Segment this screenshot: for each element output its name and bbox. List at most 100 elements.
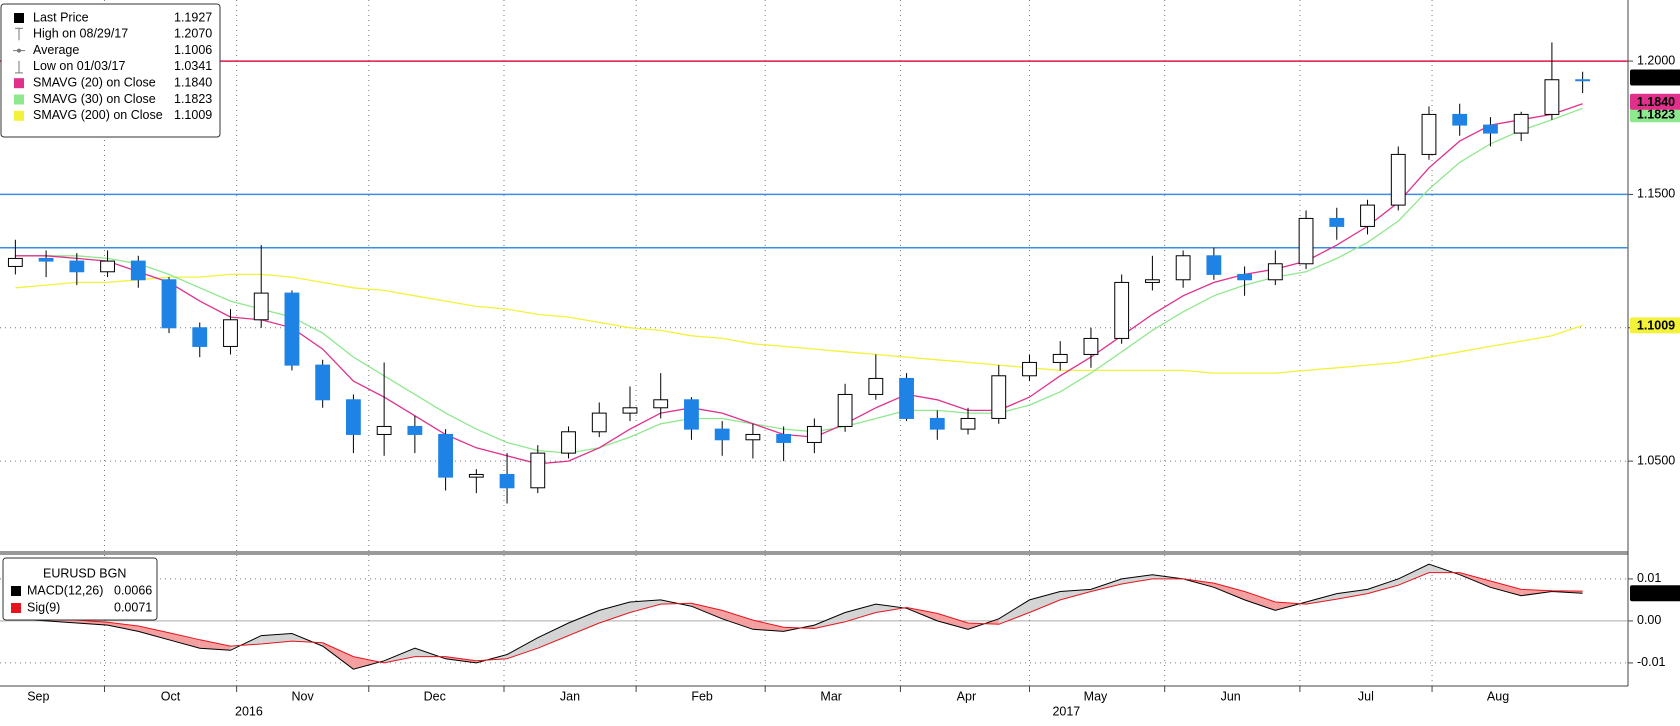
macd-fill [353, 656, 385, 670]
x-tick-label: Mar [820, 689, 842, 703]
candle-body [653, 399, 669, 409]
candle-body [591, 412, 607, 433]
legend-value: 1.1009 [174, 108, 212, 122]
candle-body [714, 428, 730, 441]
y-tick-label: 1.2000 [1637, 53, 1675, 67]
panel-separator [0, 551, 1628, 555]
macd-fill [814, 612, 846, 629]
y-tick-label: 1.0500 [1637, 453, 1675, 467]
candle-body [1452, 113, 1468, 126]
macd-fill [322, 642, 354, 670]
candle-body [438, 433, 454, 478]
macd-fill [937, 613, 969, 630]
legend-label: Last Price [33, 10, 89, 24]
macd-fill [875, 604, 907, 613]
candle-body [1329, 217, 1345, 227]
candle-body [1206, 255, 1222, 275]
candle-body [376, 425, 392, 435]
candle-body [1022, 361, 1037, 377]
macd-fill [1398, 564, 1429, 586]
macd-fill [169, 632, 200, 649]
macd-fill [537, 623, 569, 649]
macd-fill [1490, 581, 1522, 596]
y-tick-label: 0.00 [1637, 613, 1661, 627]
year-label: 2017 [1052, 704, 1080, 718]
candle-body [745, 433, 761, 441]
x-tick-label: Aug [1487, 689, 1509, 703]
macd-fill [1244, 591, 1276, 611]
x-tick-label: Nov [292, 689, 315, 703]
legend-marker [14, 110, 24, 121]
labels: 1.05001.10001.15001.20000.010.00-0.01Sep… [27, 53, 1680, 718]
legend-value: 1.1840 [174, 75, 212, 89]
value-box [1630, 317, 1680, 334]
macd-fill [1029, 591, 1061, 613]
legend-marker [17, 48, 21, 53]
candle-body [1237, 273, 1253, 281]
legend-marker [11, 586, 21, 596]
value-box [1630, 93, 1680, 110]
candle-body [1360, 204, 1375, 227]
candle-body [468, 473, 484, 478]
year-label: 2016 [235, 704, 263, 718]
value-box [1630, 69, 1680, 86]
y-tick-label: 0.01 [1637, 571, 1661, 585]
x-tick-label: Oct [161, 689, 181, 703]
x-tick-label: Jan [560, 689, 580, 703]
legend-marker [14, 94, 24, 105]
macd-fill [568, 610, 600, 636]
legend-title: EURUSD BGN [43, 566, 126, 580]
value-box-label: 1.1927 [1637, 71, 1675, 85]
candle-body [161, 279, 177, 329]
candle-body [991, 375, 1007, 419]
legend-value: 1.1823 [174, 92, 212, 106]
candle-body [806, 425, 822, 443]
candle-body [69, 260, 85, 273]
macd-fill [1090, 578, 1122, 592]
macd-fill [507, 637, 538, 659]
value-box-label: 0.0066 [1637, 587, 1675, 601]
candle-body [130, 260, 146, 281]
candle-body [1267, 263, 1283, 281]
candle-body [561, 431, 576, 454]
value-box-label: 1.1823 [1637, 108, 1675, 122]
macd-fill [107, 622, 139, 632]
candle-body [899, 377, 914, 419]
macd-fill [445, 656, 477, 663]
candle-body [929, 417, 945, 430]
candle-body [960, 417, 976, 430]
line [15, 103, 1583, 465]
macd-fill [752, 620, 784, 632]
value-box [1630, 106, 1680, 123]
legend-box [0, 3, 221, 138]
x-tick-label: May [1084, 689, 1108, 703]
line [15, 107, 1583, 454]
candle-body [192, 327, 208, 347]
legend-label: Sig(9) [27, 600, 60, 614]
x-tick-label: Apr [957, 689, 976, 703]
macd-fill [691, 603, 723, 619]
legend-value: 0.0066 [114, 583, 152, 597]
candle-body [622, 407, 638, 414]
macd-fill [199, 639, 231, 651]
candle-body [1421, 113, 1437, 155]
legend-label: Average [33, 43, 79, 57]
candle-body [499, 473, 515, 489]
candle-body [868, 377, 884, 395]
legend-box [2, 557, 158, 621]
candle-body [776, 433, 792, 443]
candle-body [253, 292, 269, 321]
candle-body [1144, 279, 1160, 283]
value-box-label: 1.1009 [1637, 319, 1675, 333]
candle-body [1298, 217, 1314, 265]
macd-fill [599, 602, 630, 624]
candle-body [530, 452, 546, 489]
candle-body [284, 292, 300, 366]
x-tick-label: Sep [27, 689, 49, 703]
legend-value: 1.0341 [174, 59, 212, 73]
value-box [1630, 585, 1680, 602]
x-tick-label: Jul [1358, 689, 1374, 703]
y-tick-label: -0.01 [1637, 655, 1666, 669]
legend-marker [11, 603, 21, 613]
